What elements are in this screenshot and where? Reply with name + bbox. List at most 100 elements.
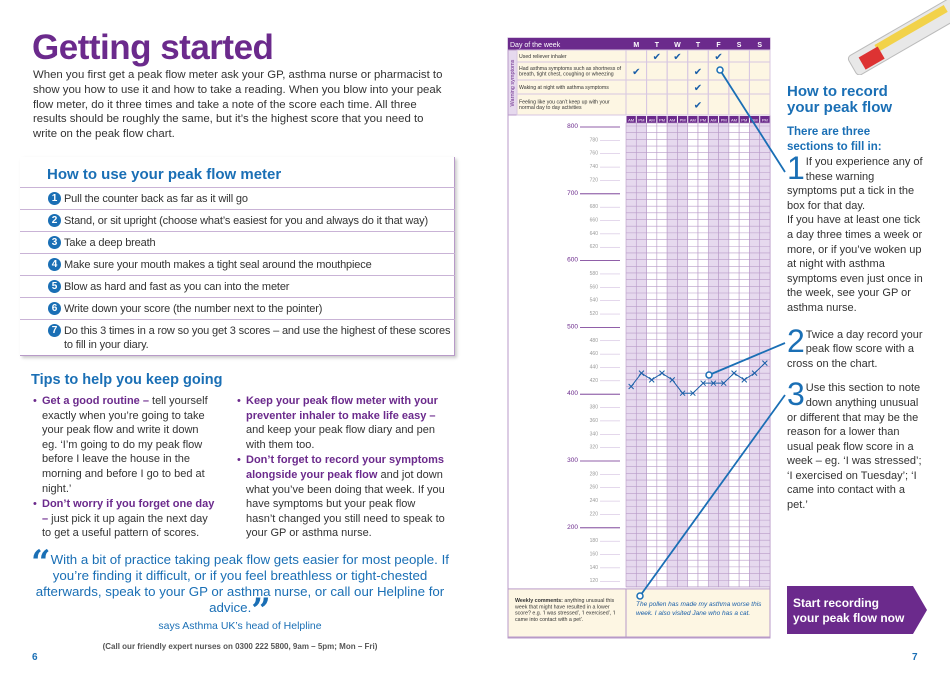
data-point-cross (679, 390, 686, 397)
ampm-cell (729, 116, 739, 123)
minor-tick-label: 420 (590, 378, 599, 384)
minor-tick-label: 120 (590, 578, 599, 584)
callout-line-2 (708, 342, 786, 376)
symptom-label: Used reliever inhaler (519, 54, 567, 60)
tick-icon: ✔ (694, 101, 702, 112)
ampm-label: AM (710, 118, 716, 123)
minor-tick-label: 160 (590, 552, 599, 558)
major-tick-label: 700 (567, 190, 578, 197)
step-number: 4 (48, 258, 61, 271)
tips-list-2: Keep your peak flow meter with your prev… (237, 394, 445, 542)
tip-bold: Don’t forget to record your symptoms alo… (246, 454, 445, 481)
day-label: W (674, 42, 681, 49)
data-point-cross (638, 370, 645, 377)
minor-tick-label: 680 (590, 204, 599, 210)
step-number: 6 (48, 302, 61, 315)
symptom-label: Waking at night with asthma symptoms (519, 85, 609, 91)
tip-text: and keep your peak flow diary and pen wi… (246, 424, 435, 451)
data-point-cross (762, 360, 768, 366)
day-label: M (633, 42, 639, 49)
record-title: How to record your peak flow (787, 83, 893, 116)
close-quote-icon: ” (251, 591, 271, 631)
ampm-label: AM (690, 118, 696, 123)
data-point-cross (731, 370, 737, 377)
quote-text: With a bit of practice taking peak flow … (35, 552, 449, 615)
quote: “With a bit of practice taking peak flow… (20, 546, 460, 628)
minor-tick-label: 640 (590, 231, 599, 237)
ampm-label: PM (762, 118, 768, 123)
page-title: Getting started (32, 28, 274, 67)
minor-tick-label: 620 (590, 244, 599, 250)
tick-icon: ✔ (673, 52, 681, 63)
step-item: 4 Make sure your mouth makes a tight seal… (20, 253, 455, 275)
steps-list: 1 Pull the counter back as far as it will… (20, 187, 455, 355)
minor-tick-label: 540 (590, 298, 599, 304)
major-tick-label: 800 (567, 123, 578, 130)
tick-icon: ✔ (653, 52, 661, 63)
minor-tick-label: 720 (590, 177, 599, 183)
ampm-label: PM (638, 118, 644, 123)
ampm-cell (719, 116, 729, 123)
data-point-cross (690, 390, 696, 397)
tips-title: Tips to help you keep going (31, 372, 223, 388)
minor-tick-label: 780 (590, 137, 599, 143)
ampm-cell (698, 116, 708, 123)
open-quote-icon: “ (31, 543, 51, 583)
peak-flow-meter-image (845, 0, 950, 76)
major-tick-label: 200 (567, 524, 578, 531)
day-label: T (655, 42, 660, 49)
step-number: 7 (48, 324, 61, 337)
tip-item: Keep your peak flow meter with your prev… (237, 394, 445, 452)
step-item: 2 Stand, or sit upright (choose what’s ea… (20, 209, 455, 231)
step-text: Do this 3 times in a row so you get 3 sc… (64, 325, 451, 351)
minor-tick-label: 220 (590, 511, 599, 517)
ampm-label: AM (731, 118, 737, 123)
data-point-cross (751, 370, 758, 377)
start-recording-button[interactable]: Start recording your peak flow now (787, 586, 913, 634)
comments-value: The pollen has made my asthma worse this… (636, 601, 762, 617)
step-number: 2 (48, 214, 61, 227)
tick-icon: ✔ (632, 67, 640, 78)
section-2-text: 2 Twice a day record your peak flow score… (787, 328, 927, 372)
arrow-icon (913, 586, 927, 634)
step-number: 5 (48, 280, 61, 293)
callout-line-3 (639, 394, 786, 597)
ampm-label: AM (752, 118, 758, 123)
ampm-cell (677, 116, 688, 123)
section-1-desc: If you experience any of these warning s… (787, 156, 923, 212)
ampm-cell (636, 116, 647, 123)
step-item: 5 Blow as hard and fast as you can into t… (20, 275, 455, 297)
tip-text: just pick it up again the next day to ge… (42, 512, 208, 540)
major-tick-label: 600 (567, 257, 578, 264)
ampm-cell (688, 116, 698, 123)
step-number: 3 (48, 236, 61, 249)
step-item: 6 Write down your score (the number next … (20, 297, 455, 319)
page-number-left: 6 (32, 652, 38, 663)
minor-tick-label: 520 (590, 311, 599, 317)
data-point-cross (710, 380, 717, 387)
major-tick-label: 400 (567, 390, 578, 397)
minor-tick-label: 740 (590, 164, 599, 170)
step-number: 1 (48, 192, 61, 205)
day-header-label: Day of the week (510, 42, 561, 49)
ampm-cell (626, 116, 636, 123)
quote-attribution: says Asthma UK’s head of Helpline (158, 620, 322, 632)
day-label: S (757, 42, 762, 49)
step-text: Blow as hard and fast as you can into th… (64, 281, 290, 293)
symptom-label: Had asthma symptoms such as shortness of… (519, 66, 622, 78)
intro-text: When you first get a peak flow meter ask… (33, 69, 443, 141)
tip-item: Get a good routine – tell yourself exact… (33, 394, 215, 496)
record-subtitle: There are three sections to fill in: (787, 126, 882, 153)
tick-icon: ✔ (694, 83, 702, 94)
data-point-cross (648, 376, 655, 383)
tips-list-1: Get a good routine – tell yourself exact… (33, 394, 215, 542)
ampm-cell (667, 116, 677, 123)
helpline-note: (Call our friendly expert nurses on 0300… (102, 642, 378, 651)
section-3-text: 3 Use this section to note down anything … (787, 381, 927, 512)
ampm-label: PM (659, 118, 665, 123)
tip-bold: Don’t worry if you forget one day – (42, 498, 215, 525)
minor-tick-label: 440 (590, 364, 599, 370)
ampm-cell (739, 116, 749, 123)
ampm-label: PM (741, 118, 747, 123)
